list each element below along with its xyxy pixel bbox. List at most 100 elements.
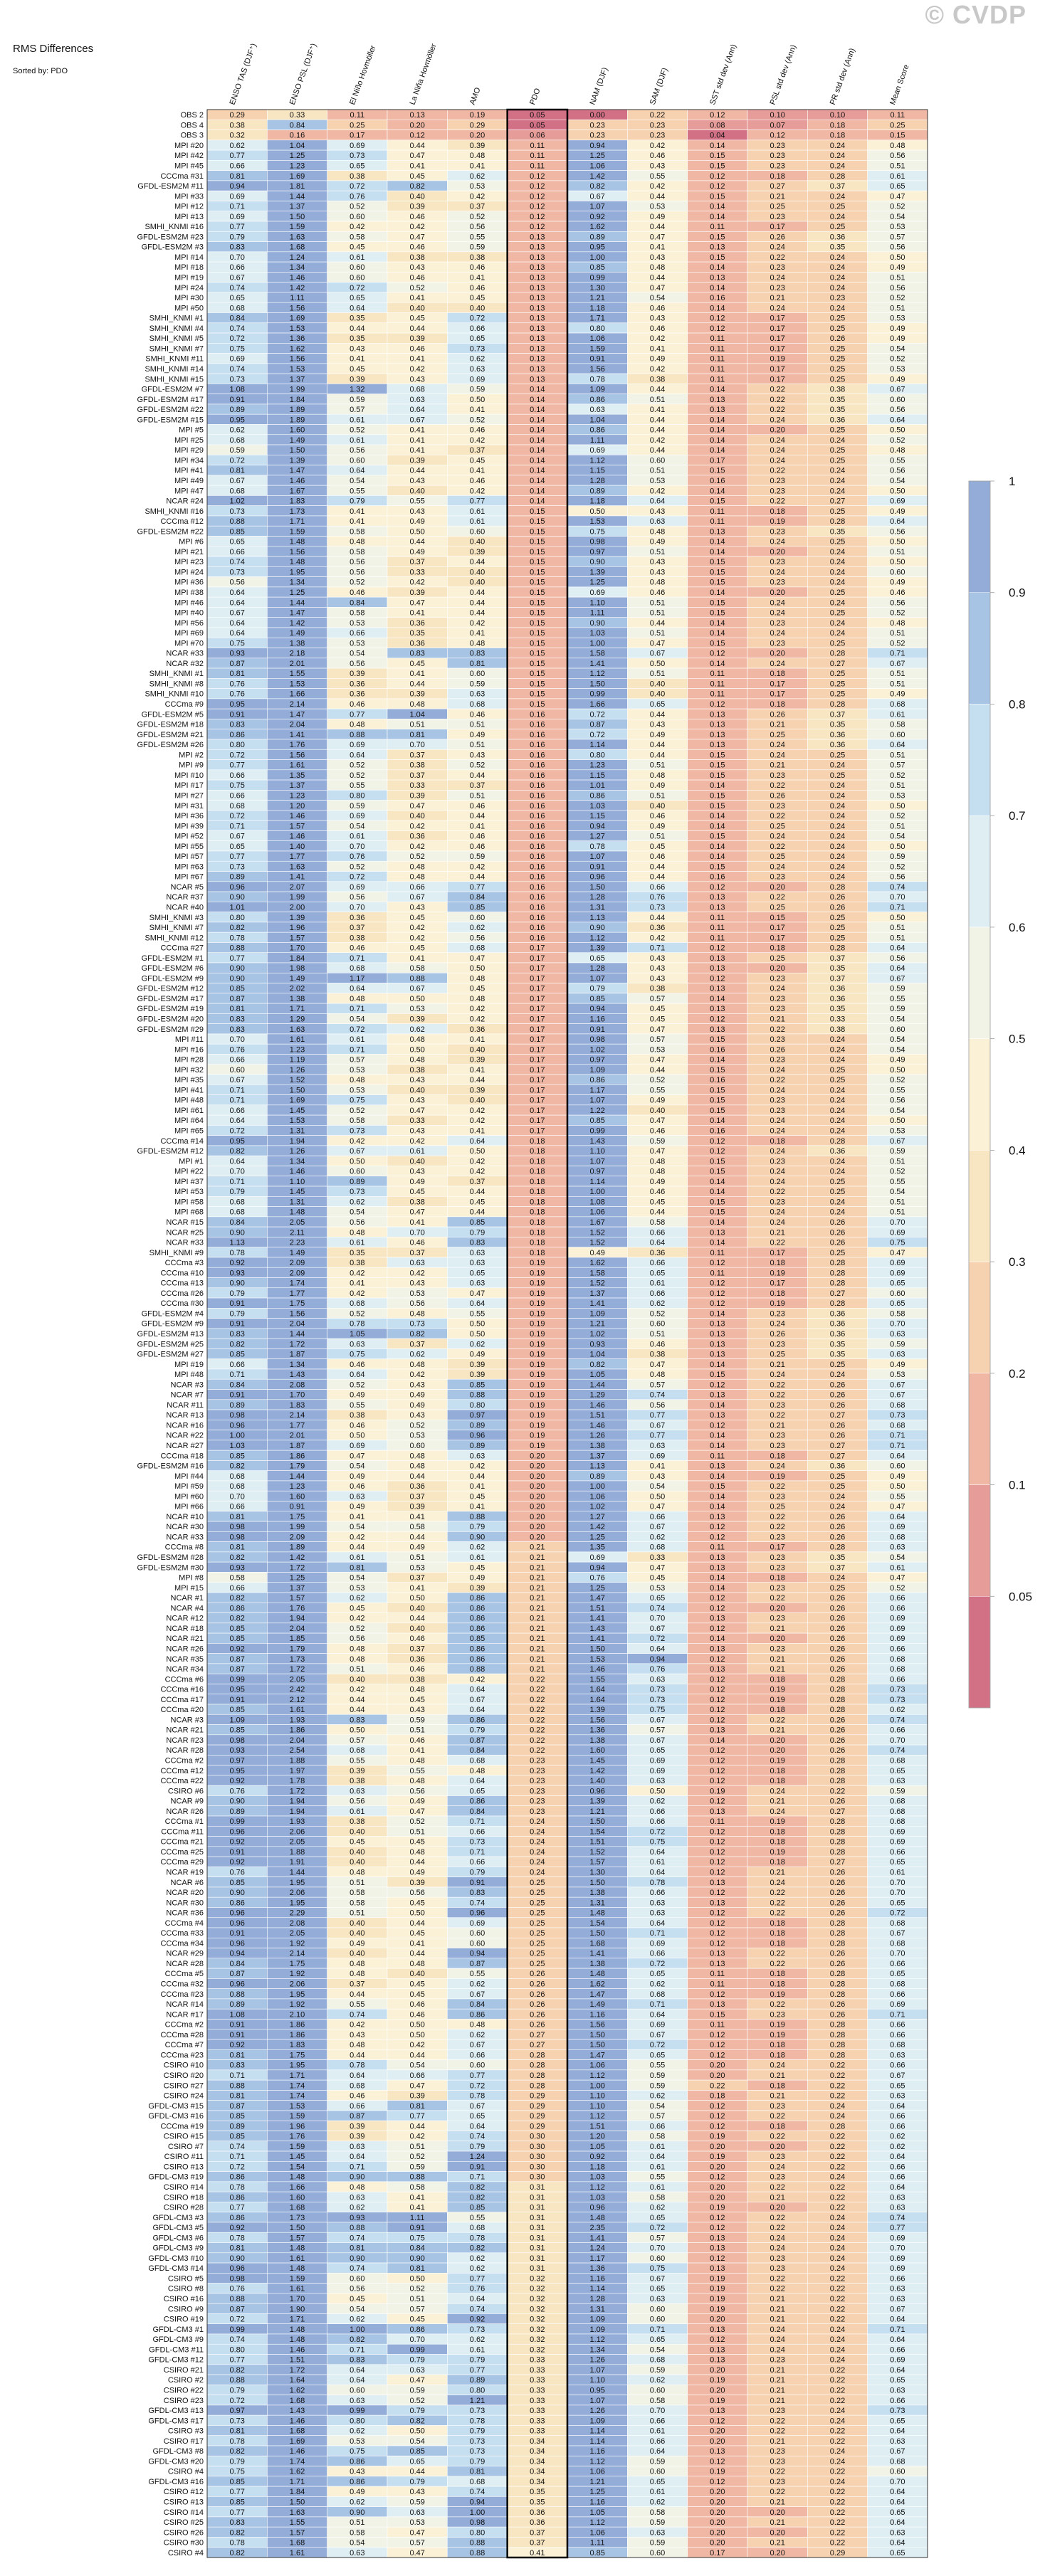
cell-value: 0.15	[710, 862, 725, 871]
cell-value: 0.22	[830, 2183, 845, 2192]
cell-value: 0.81	[229, 2092, 244, 2101]
cell-value: 0.60	[350, 213, 364, 221]
cell-value: 0.74	[650, 1391, 665, 1400]
cell-value: 1.13	[589, 914, 604, 922]
cell-value: 0.48	[350, 1869, 364, 1877]
cell-value: 1.15	[589, 812, 604, 820]
cell-value: 1.39	[290, 456, 305, 465]
cell-value: 0.67	[409, 893, 424, 902]
cell-value: 0.45	[350, 1838, 364, 1847]
cell-value: 0.14	[710, 1736, 725, 1745]
cell-value: 0.11	[530, 142, 545, 150]
cell-value: 0.12	[710, 1147, 725, 1156]
cell-value: 0.44	[409, 680, 424, 688]
cell-value: 0.35	[830, 1005, 845, 1013]
cell-value: 0.48	[409, 862, 424, 871]
cell-value: 0.67	[229, 274, 244, 283]
cell-value: 0.25	[830, 639, 845, 648]
cell-value: 0.89	[229, 2122, 244, 2131]
cell-value: 0.44	[650, 862, 665, 871]
cell-value: 0.96	[229, 1980, 244, 1989]
cell-value: 0.43	[409, 903, 424, 912]
cell-value: 0.14	[710, 386, 725, 394]
cell-value: 1.25	[290, 152, 305, 160]
cell-value: 0.39	[350, 2133, 364, 2141]
cell-value: 0.22	[710, 2081, 725, 2090]
cell-value: 0.72	[229, 456, 244, 465]
cell-value: 0.92	[229, 1838, 244, 1847]
cell-value: 0.52	[890, 203, 905, 211]
cell-value: 0.66	[409, 883, 424, 892]
cell-value: 0.46	[409, 213, 424, 221]
cell-value: 0.54	[650, 2102, 665, 2111]
cell-value: 0.81	[470, 660, 485, 668]
cell-value: 0.50	[890, 538, 905, 547]
cell-value: 0.21	[530, 1594, 545, 1603]
cell-value: 1.64	[589, 1696, 604, 1704]
cell-value: 0.19	[530, 1432, 545, 1440]
cell-value: 0.21	[770, 2092, 784, 2101]
cell-value: 0.67	[589, 192, 604, 201]
cell-value: 0.45	[409, 1899, 424, 1907]
cell-value: 0.50	[890, 487, 905, 495]
cell-value: 0.39	[409, 203, 424, 211]
cell-value: 0.48	[470, 2021, 485, 2029]
cell-value: 1.46	[589, 1401, 604, 1410]
cell-value: 0.61	[350, 833, 364, 841]
cell-value: 0.52	[350, 771, 364, 780]
cell-value: 0.15	[710, 1066, 725, 1075]
cell-value: 0.56	[350, 446, 364, 455]
cell-value: 2.29	[290, 1909, 305, 1918]
cell-value: 1.92	[290, 1970, 305, 1978]
cell-value: 0.43	[650, 558, 665, 566]
cell-value: 0.70	[229, 253, 244, 262]
cell-value: 1.51	[589, 1411, 604, 1420]
cell-value: 0.51	[890, 629, 905, 638]
cell-value: 0.15	[710, 598, 725, 607]
cell-value: 0.23	[770, 487, 784, 495]
cell-value: 0.17	[770, 324, 784, 333]
cell-value: 0.23	[770, 1442, 784, 1450]
cell-value: 0.83	[470, 1889, 485, 1897]
cell-value: 0.20	[770, 650, 784, 658]
cell-value: 0.18	[530, 1218, 545, 1227]
cell-value: 0.37	[470, 203, 485, 211]
cell-value: 0.89	[350, 1178, 364, 1186]
cell-value: 0.58	[350, 548, 364, 556]
cell-value: 0.28	[830, 1817, 845, 1826]
cell-value: 0.83	[409, 650, 424, 658]
cell-value: 2.06	[290, 1980, 305, 1989]
column-header: ENSO PSL (DJF⁺)	[288, 42, 318, 106]
cell-value: 0.19	[530, 1330, 545, 1339]
cell-value: 1.11	[290, 294, 305, 302]
cell-value: 0.23	[770, 213, 784, 221]
cell-value: 0.79	[229, 233, 244, 241]
cell-value: 0.99	[589, 690, 604, 699]
cell-value: 0.56	[890, 152, 905, 160]
cell-value: 0.81	[229, 172, 244, 181]
cell-value: 0.42	[470, 1107, 485, 1115]
cell-value: 0.68	[470, 944, 485, 953]
cell-value: 0.91	[470, 2163, 485, 2171]
cell-value: 1.63	[290, 233, 305, 241]
cell-value: 0.43	[409, 1381, 424, 1389]
cell-value: 0.65	[589, 954, 604, 963]
cell-value: 0.37	[409, 771, 424, 780]
cell-value: 0.82	[229, 924, 244, 932]
cell-value: 0.24	[830, 791, 845, 800]
cell-value: 0.92	[589, 2153, 604, 2161]
cell-value: 0.42	[650, 142, 665, 150]
cell-value: 0.60	[470, 914, 485, 922]
cell-value: 0.44	[470, 588, 485, 597]
cell-value: 1.99	[290, 1523, 305, 1531]
cell-value: 0.64	[890, 416, 905, 424]
cell-value: 0.12	[710, 1746, 725, 1755]
cell-value: 0.23	[770, 1533, 784, 1541]
cell-value: 0.13	[710, 1665, 725, 1674]
cell-value: 0.21	[770, 294, 784, 302]
cell-value: 0.68	[890, 700, 905, 709]
cell-value: 0.58	[350, 1899, 364, 1907]
cell-value: 0.15	[710, 192, 725, 201]
cell-value: 0.45	[650, 1198, 665, 1206]
cell-value: 0.25	[770, 852, 784, 861]
